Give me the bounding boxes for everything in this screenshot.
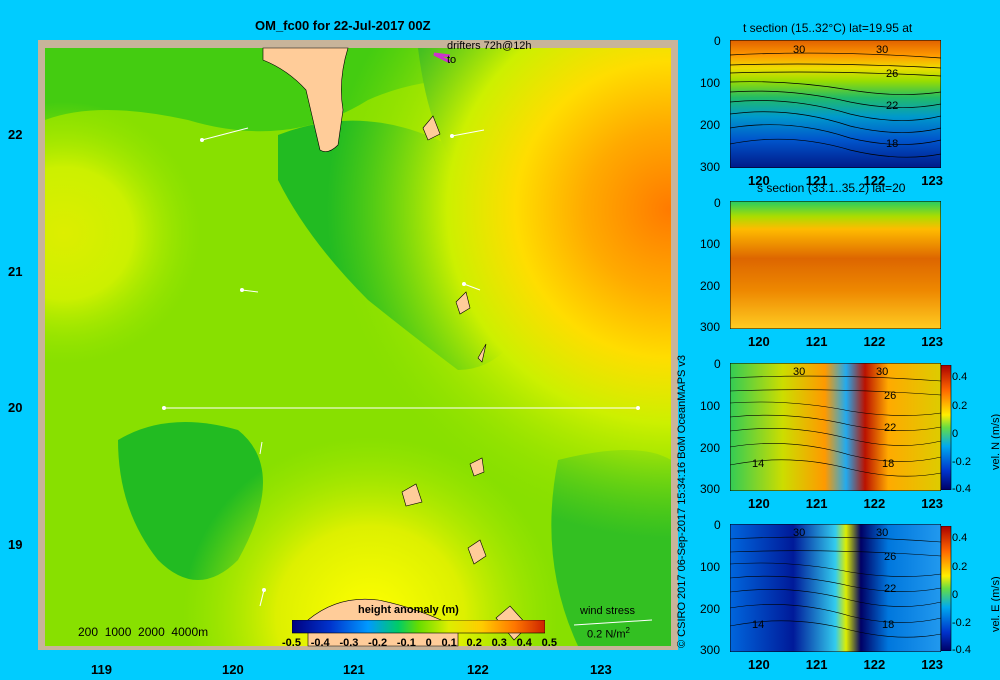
vel-e-tick-0.2: 0.2 xyxy=(952,561,968,573)
p4-y-300: 300 xyxy=(700,643,721,657)
vel-e-colorbar xyxy=(941,526,952,651)
panel-4-contour-30b: 30 xyxy=(876,527,889,539)
wind-legend-arrow xyxy=(573,619,653,626)
drifters-label: drifters 72h@12h xyxy=(447,40,532,52)
panel-1-contour-18: 18 xyxy=(886,138,899,150)
p1-y-200: 200 xyxy=(700,118,721,132)
p3-x-ticks: 120 121 122 123 xyxy=(748,496,943,511)
lon-tick-120: 120 xyxy=(222,662,244,677)
drifter-marker xyxy=(433,52,451,64)
p4-y-0: 0 xyxy=(714,518,721,532)
salinity-section xyxy=(730,201,941,329)
p3-y-100: 100 xyxy=(700,399,721,413)
section-start xyxy=(162,406,166,410)
panel-1-contour-30a: 30 xyxy=(793,44,806,56)
credit-text: © CSIRO 2017 06-Sep-2017 15:34:16 BoM Oc… xyxy=(676,354,688,648)
panel-1-contour-26: 26 xyxy=(886,68,899,80)
panel-4-contour-18: 18 xyxy=(882,619,895,631)
p1-y-100: 100 xyxy=(700,76,721,90)
lat-tick-20: 20 xyxy=(8,400,23,415)
vel-n-tick--0.4: -0.4 xyxy=(952,483,971,495)
vel-e-tick--0.4: -0.4 xyxy=(952,644,971,656)
panel-4-contour-30a: 30 xyxy=(793,527,806,539)
colorbar-ticks: -0.5 -0.4 -0.3 -0.2 -0.1 0 0.1 0.2 0.3 0… xyxy=(282,637,557,649)
vel-e-tick-0: 0 xyxy=(952,589,959,601)
vel-n-tick-0.4: 0.4 xyxy=(952,371,968,383)
panel-1-title: t section (15..32°C) lat=19.95 at xyxy=(743,21,913,35)
p2-y-200: 200 xyxy=(700,279,721,293)
temperature-section xyxy=(730,40,941,168)
land-island-4 xyxy=(469,457,485,477)
velocity-north-contours xyxy=(730,375,941,477)
colorbar-title: height anomaly (m) xyxy=(358,604,459,616)
p2-y-0: 0 xyxy=(714,196,721,210)
velocity-north-section xyxy=(730,363,941,491)
p1-x-ticks: 120 121 122 123 xyxy=(748,173,943,188)
panel-4-contour-14: 14 xyxy=(752,619,765,631)
vel-n-colorbar xyxy=(941,365,952,490)
p4-x-ticks: 120 121 122 123 xyxy=(748,657,943,672)
panel-2-title: s section (33.1..35.2) lat=20 xyxy=(757,181,906,195)
vel-n-tick--0.2: -0.2 xyxy=(952,456,971,468)
lat-tick-22: 22 xyxy=(8,127,23,142)
depth-legend: 200 1000 2000 4000m xyxy=(78,625,209,639)
map-title: OM_fc00 for 22-Jul-2017 00Z xyxy=(255,18,431,33)
panel-4-contour-22: 22 xyxy=(884,583,897,595)
land-island-5 xyxy=(401,483,423,507)
lon-tick-121: 121 xyxy=(343,662,365,677)
p4-y-200: 200 xyxy=(700,602,721,616)
warm-eddy-south xyxy=(45,48,671,646)
panel-3-contour-22: 22 xyxy=(884,422,897,434)
p1-y-0: 0 xyxy=(714,34,721,48)
wind-stress-label: wind stress xyxy=(580,605,636,617)
lon-tick-119: 119 xyxy=(91,662,112,677)
p2-x-ticks: 120 121 122 123 xyxy=(748,334,943,349)
velocity-east-contours xyxy=(730,536,941,638)
height-anomaly-map xyxy=(38,40,678,650)
p1-y-300: 300 xyxy=(700,160,721,174)
land-taiwan xyxy=(262,47,349,152)
vel-n-label: vel. N (m/s) xyxy=(990,413,1000,470)
land-island-1 xyxy=(422,115,441,141)
panel-3-contour-26: 26 xyxy=(884,390,897,402)
drifters-to: to xyxy=(447,54,457,66)
lat-tick-19: 19 xyxy=(8,537,23,552)
lat-tick-21: 21 xyxy=(8,264,23,279)
lon-tick-122: 122 xyxy=(467,662,489,677)
panel-3-contour-30a: 30 xyxy=(793,366,806,378)
p2-y-100: 100 xyxy=(700,237,721,251)
wind-arrows xyxy=(200,127,485,607)
lon-tick-123: 123 xyxy=(590,662,612,677)
p3-y-200: 200 xyxy=(700,441,721,455)
wind-stress-value: 0.2 N/m2 xyxy=(587,626,630,641)
velocity-east-section xyxy=(730,524,941,652)
vel-e-label: vel. E (m/s) xyxy=(990,576,1000,632)
panel-1-contour-22: 22 xyxy=(886,100,899,112)
panel-4-contour-26: 26 xyxy=(884,551,897,563)
section-end xyxy=(636,406,640,410)
land-island-6 xyxy=(467,539,487,565)
p3-y-0: 0 xyxy=(714,357,721,371)
vel-n-tick-0: 0 xyxy=(952,428,959,440)
panel-3-contour-14: 14 xyxy=(752,458,765,470)
p2-y-300: 300 xyxy=(700,320,721,334)
p4-y-100: 100 xyxy=(700,560,721,574)
panel-3-contour-18: 18 xyxy=(882,458,895,470)
land-island-2 xyxy=(455,291,471,315)
height-colorbar xyxy=(292,620,545,634)
panel-1-contour-30b: 30 xyxy=(876,44,889,56)
temperature-contours xyxy=(730,52,941,158)
p3-y-300: 300 xyxy=(700,482,721,496)
panel-3-contour-30b: 30 xyxy=(876,366,889,378)
land-island-3 xyxy=(477,343,487,363)
vel-n-tick-0.2: 0.2 xyxy=(952,400,968,412)
vel-e-tick--0.2: -0.2 xyxy=(952,617,971,629)
vel-e-tick-0.4: 0.4 xyxy=(952,532,968,544)
